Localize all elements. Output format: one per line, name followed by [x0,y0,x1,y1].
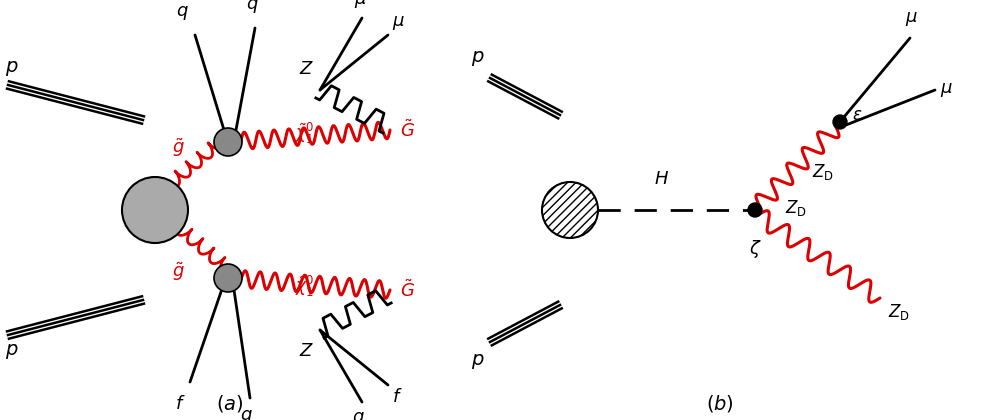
Text: $p$: $p$ [5,59,19,78]
Text: $\epsilon$: $\epsilon$ [852,108,862,124]
Text: $f$: $f$ [175,395,186,413]
Text: $\tilde{g}$: $\tilde{g}$ [172,261,185,283]
Text: $Z_\mathrm{D}$: $Z_\mathrm{D}$ [785,198,807,218]
Circle shape [833,115,847,129]
Circle shape [122,177,188,243]
Text: $\tilde{\chi}_1^0$: $\tilde{\chi}_1^0$ [296,274,314,299]
Text: $Z_\mathrm{D}$: $Z_\mathrm{D}$ [812,162,834,182]
Text: $\mu$: $\mu$ [940,81,953,99]
Text: $p$: $p$ [5,342,19,361]
Text: $\zeta$: $\zeta$ [749,238,761,260]
Circle shape [748,203,762,217]
Text: $q$: $q$ [246,0,258,15]
Text: $\tilde{\chi}_1^0$: $\tilde{\chi}_1^0$ [296,121,314,146]
Text: $\tilde{G}$: $\tilde{G}$ [400,119,415,141]
Text: $\mu$: $\mu$ [392,14,405,32]
Text: $Z_\mathrm{D}$: $Z_\mathrm{D}$ [888,302,910,322]
Circle shape [542,182,598,238]
Text: $H$: $H$ [655,170,670,188]
Text: $q$: $q$ [351,410,364,420]
Text: $(b)$: $(b)$ [706,393,734,414]
Text: $p$: $p$ [471,49,485,68]
Text: $\tilde{g}$: $\tilde{g}$ [172,137,185,159]
Text: $Z$: $Z$ [300,60,314,78]
Text: $q$: $q$ [240,408,252,420]
Circle shape [214,128,242,156]
Text: $\tilde{G}$: $\tilde{G}$ [400,279,415,301]
Text: $Z$: $Z$ [300,342,314,360]
Text: $f$: $f$ [392,388,403,406]
Text: $q$: $q$ [176,4,188,22]
Text: $p$: $p$ [471,352,485,371]
Circle shape [214,264,242,292]
Text: $(a)$: $(a)$ [216,393,244,414]
Text: $\mu$: $\mu$ [353,0,366,10]
Text: $\mu$: $\mu$ [905,10,918,28]
